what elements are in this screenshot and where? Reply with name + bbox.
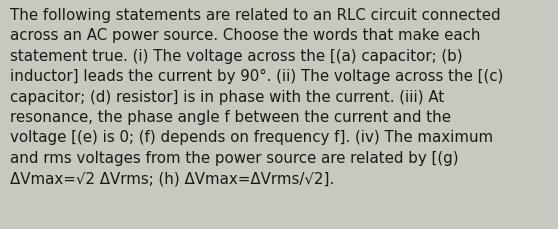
Text: The following statements are related to an RLC circuit connected
across an AC po: The following statements are related to …: [10, 8, 503, 185]
